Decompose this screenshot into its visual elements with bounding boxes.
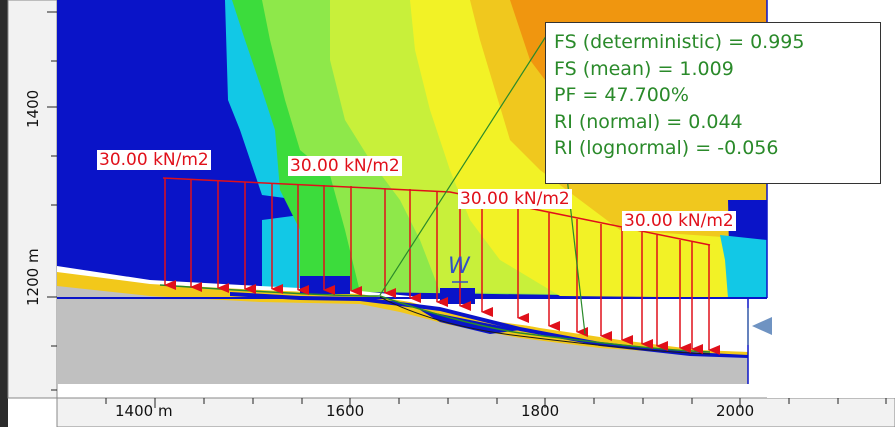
vertical-ruler <box>7 0 58 399</box>
load-label-1: 30.00 kN/m2 <box>97 150 211 170</box>
x-tick-1800: 1800 <box>521 402 560 420</box>
pf-text: PF = 47.700% <box>554 84 689 106</box>
load-label-3: 30.00 kN/m2 <box>458 189 572 209</box>
y-ruler-ticks <box>47 11 57 391</box>
y-tick-1400: 1400 <box>24 89 42 128</box>
slip-surface-inner <box>379 296 711 355</box>
slip-surface <box>159 284 711 353</box>
blue-patch-left <box>300 276 350 294</box>
contour-band-cyan-right <box>720 235 767 298</box>
load-arrows <box>164 178 720 355</box>
water-marker: W <box>448 254 471 279</box>
x-ruler-ticks <box>105 398 887 408</box>
results-panel[interactable]: FS (deterministic) = 0.995 FS (mean) = 1… <box>545 22 881 184</box>
load-label-4: 30.00 kN/m2 <box>622 211 736 231</box>
window-frame <box>0 0 8 427</box>
boundary-triangle-icon[interactable] <box>752 317 772 335</box>
x-tick-1600: 1600 <box>326 402 365 420</box>
x-tick-2000: 2000 <box>716 402 755 420</box>
x-tick-1400: 1400 m <box>115 402 173 420</box>
fs-mean-text: FS (mean) = 1.009 <box>554 57 734 80</box>
horizontal-ruler <box>56 397 895 427</box>
load-label-2: 30.00 kN/m2 <box>288 156 402 176</box>
ri-normal-text: RI (normal) = 0.044 <box>554 110 743 133</box>
blue-patch-mid <box>440 288 475 304</box>
result-leader-line <box>379 29 551 296</box>
fs-deterministic-text: FS (deterministic) = 0.995 <box>554 31 805 53</box>
surface-white-layer <box>57 266 560 330</box>
y-tick-1200: 1200 m <box>24 248 42 306</box>
ri-lognormal-text: RI (lognormal) = -0.056 <box>554 137 779 159</box>
